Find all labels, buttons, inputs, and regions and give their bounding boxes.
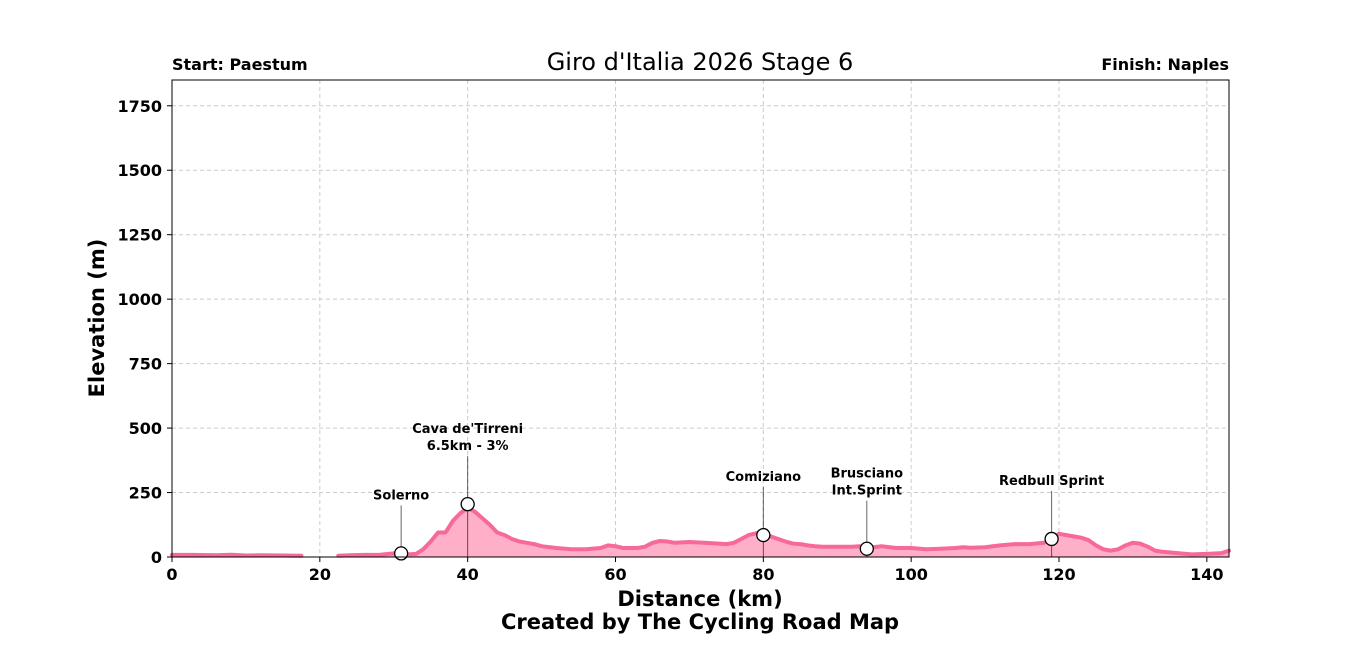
y-tick-label-2: 500 <box>129 419 162 438</box>
annotation-marker-2 <box>756 527 771 543</box>
x-tick-label-3: 60 <box>604 565 626 584</box>
elevation-line-0 <box>170 552 304 558</box>
annotation-label-4-0: Redbull Sprint <box>999 474 1104 489</box>
annotation-marker-4 <box>1044 531 1059 547</box>
y-tick-label-5: 1250 <box>117 226 162 245</box>
grid-layer <box>172 80 1229 557</box>
annotation-marker-3 <box>859 541 874 556</box>
y-tick-label-1: 250 <box>129 484 162 503</box>
annotation-label-3-0: Brusciano <box>831 467 904 482</box>
annotation-label-1-0: Cava de'Tirreni <box>412 422 523 437</box>
chart-title: Giro d'Italia 2026 Stage 6 <box>547 48 854 76</box>
start-label: Start: Paestum <box>172 55 308 74</box>
y-tick-label-6: 1500 <box>117 161 162 180</box>
annotation-label-0-0: Solerno <box>373 488 429 503</box>
y-tick-label-0: 0 <box>151 548 162 567</box>
y-tick-label-3: 750 <box>129 355 162 374</box>
annotation-marker-1 <box>460 496 475 512</box>
area-layer <box>170 506 1231 558</box>
x-tick-label-4: 80 <box>752 565 774 584</box>
tick-layer: 0 20 40 60 80 100 120 140 0 250 500 750 1000 1250 1500… <box>117 97 1223 584</box>
annotation-marker-0 <box>393 546 409 561</box>
annotation-4: Redbull Sprint <box>999 474 1104 557</box>
x-tick-label-0: 0 <box>166 565 177 584</box>
plot-frame <box>171 79 1230 558</box>
annotation-label-1-1: 6.5km - 3% <box>427 439 509 454</box>
x-tick-label-2: 40 <box>457 565 479 584</box>
annotation-1: Cava de'Tirreni 6.5km - 3% <box>412 422 523 557</box>
annotation-label-2-0: Comiziano <box>726 470 802 485</box>
y-tick-label-7: 1750 <box>117 97 162 116</box>
footer-credit: Created by The Cycling Road Map <box>501 610 899 634</box>
annotation-label-3-1: Int.Sprint <box>832 484 902 499</box>
x-tick-label-5: 100 <box>894 565 927 584</box>
finish-label: Finish: Naples <box>1101 55 1229 74</box>
annotation-3: Brusciano Int.Sprint <box>831 467 904 557</box>
elevation-fill-1 <box>338 508 1229 557</box>
y-axis-label: Elevation (m) <box>85 239 109 398</box>
x-tick-label-7: 140 <box>1190 565 1223 584</box>
x-tick-label-1: 20 <box>309 565 331 584</box>
annotation-2: Comiziano <box>726 470 802 557</box>
x-axis-label: Distance (km) <box>617 587 782 611</box>
y-tick-label-4: 1000 <box>117 290 162 309</box>
x-tick-label-6: 120 <box>1042 565 1075 584</box>
